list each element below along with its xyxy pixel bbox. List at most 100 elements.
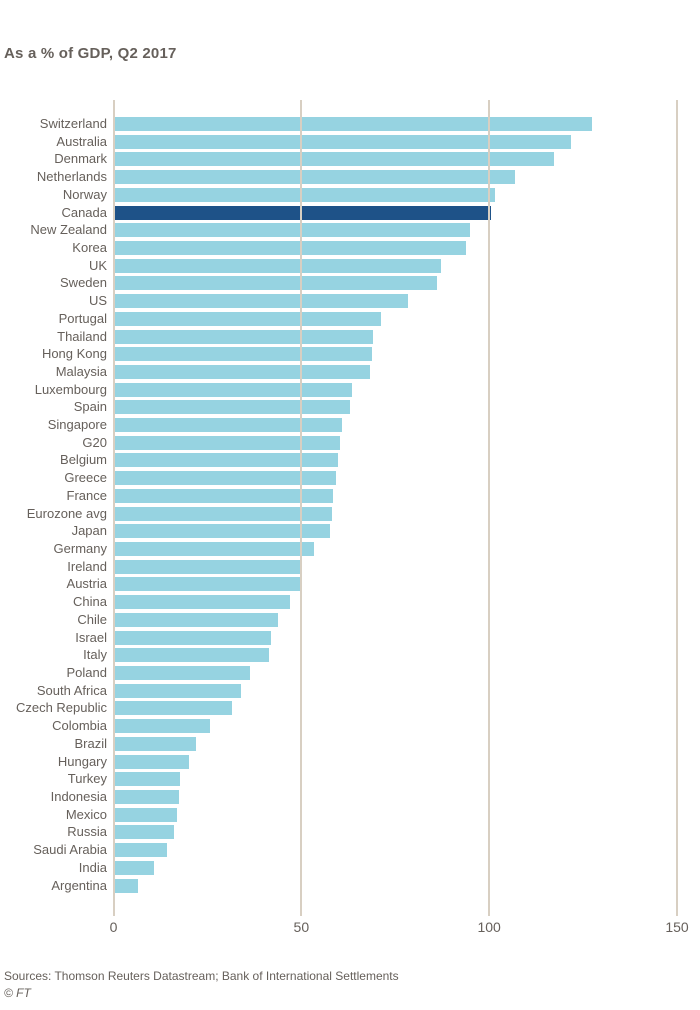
bar <box>113 240 467 255</box>
x-tick-label: 50 <box>293 919 310 935</box>
bar <box>113 311 381 326</box>
category-label: Spain <box>73 399 107 415</box>
category-label: South Africa <box>36 682 107 698</box>
category-label: Switzerland <box>39 116 107 131</box>
bar <box>113 294 409 309</box>
bar <box>113 329 374 344</box>
bar <box>113 559 302 574</box>
bar <box>113 736 196 751</box>
bar <box>113 453 339 468</box>
category-label: Norway <box>62 186 107 202</box>
x-tick-label: 150 <box>665 919 689 935</box>
category-label: Hong Kong <box>41 346 107 362</box>
bar <box>113 843 168 858</box>
bar <box>113 276 437 291</box>
bar <box>113 542 315 557</box>
category-label: Ireland <box>67 558 107 574</box>
bar <box>113 595 290 610</box>
bar <box>113 577 301 592</box>
bar <box>113 134 572 149</box>
bar <box>113 648 269 663</box>
bar <box>113 471 336 486</box>
bar <box>113 860 155 875</box>
bar <box>113 152 555 167</box>
gridline <box>300 100 303 916</box>
source-note: Sources: Thomson Reuters Datastream; Ban… <box>4 969 399 983</box>
category-label: Netherlands <box>36 169 107 185</box>
category-label: Israel <box>75 629 107 645</box>
ft-copyright: © FT <box>4 986 31 1000</box>
category-label: Germany <box>53 541 107 557</box>
category-label: India <box>78 859 107 875</box>
bar <box>113 170 515 185</box>
chart-subtitle: As a % of GDP, Q2 2017 <box>4 45 177 62</box>
category-label: Argentina <box>51 877 107 893</box>
category-label: Singapore <box>47 417 107 433</box>
bar <box>113 418 342 433</box>
category-label: Korea <box>72 239 107 255</box>
category-label: Colombia <box>52 718 107 734</box>
category-label: Chile <box>77 611 107 627</box>
gridline <box>676 100 678 916</box>
category-label: France <box>66 487 107 503</box>
bar <box>113 772 181 787</box>
category-label: Denmark <box>54 151 107 167</box>
bar <box>113 612 279 627</box>
category-label: New Zealand <box>30 222 107 238</box>
bar <box>113 364 370 379</box>
category-label: Malaysia <box>55 363 107 379</box>
category-label: Belgium <box>60 452 107 468</box>
category-label: Indonesia <box>50 788 107 804</box>
bar <box>113 400 350 415</box>
category-label: Greece <box>64 470 107 486</box>
x-tick-label: 0 <box>109 919 118 935</box>
category-label: Austria <box>66 576 107 592</box>
category-label: UK <box>88 257 107 273</box>
category-label: Portugal <box>58 310 107 326</box>
bar <box>113 719 210 734</box>
category-label: Sweden <box>60 275 107 291</box>
gridline <box>488 100 491 916</box>
bar <box>113 683 242 698</box>
bar <box>113 382 352 397</box>
bar <box>113 878 138 893</box>
category-label: Luxembourg <box>34 381 107 397</box>
category-label: Italy <box>83 647 107 663</box>
bar <box>113 666 250 680</box>
category-label: US <box>88 293 107 309</box>
category-label: Czech Republic <box>15 700 107 716</box>
bar <box>113 347 372 362</box>
category-label: Saudi Arabia <box>33 842 107 858</box>
category-label: Thailand <box>57 328 107 344</box>
bar <box>113 630 271 645</box>
category-label: Mexico <box>65 806 107 822</box>
category-label: Poland <box>66 665 107 680</box>
bar <box>113 187 495 202</box>
bar <box>113 435 341 450</box>
category-label: Brazil <box>74 735 107 751</box>
bar <box>113 117 593 131</box>
category-label: Russia <box>67 824 107 840</box>
bar <box>113 825 174 840</box>
bar <box>113 789 180 804</box>
gridline <box>112 100 115 916</box>
bar <box>113 754 189 769</box>
category-label: China <box>73 594 107 610</box>
bar <box>113 807 177 822</box>
bar <box>113 506 332 521</box>
category-label: G20 <box>82 434 107 450</box>
category-label: Turkey <box>67 771 107 787</box>
category-label: Japan <box>71 523 107 539</box>
category-label: Australia <box>56 133 107 149</box>
category-label: Eurozone avg <box>26 505 107 521</box>
bar <box>113 524 330 539</box>
category-label: Hungary <box>57 753 107 769</box>
bar <box>113 488 333 503</box>
category-label: Canada <box>61 204 107 220</box>
bar <box>113 223 470 238</box>
x-tick-label: 100 <box>477 919 501 935</box>
bar <box>113 701 233 716</box>
bar <box>113 258 441 273</box>
